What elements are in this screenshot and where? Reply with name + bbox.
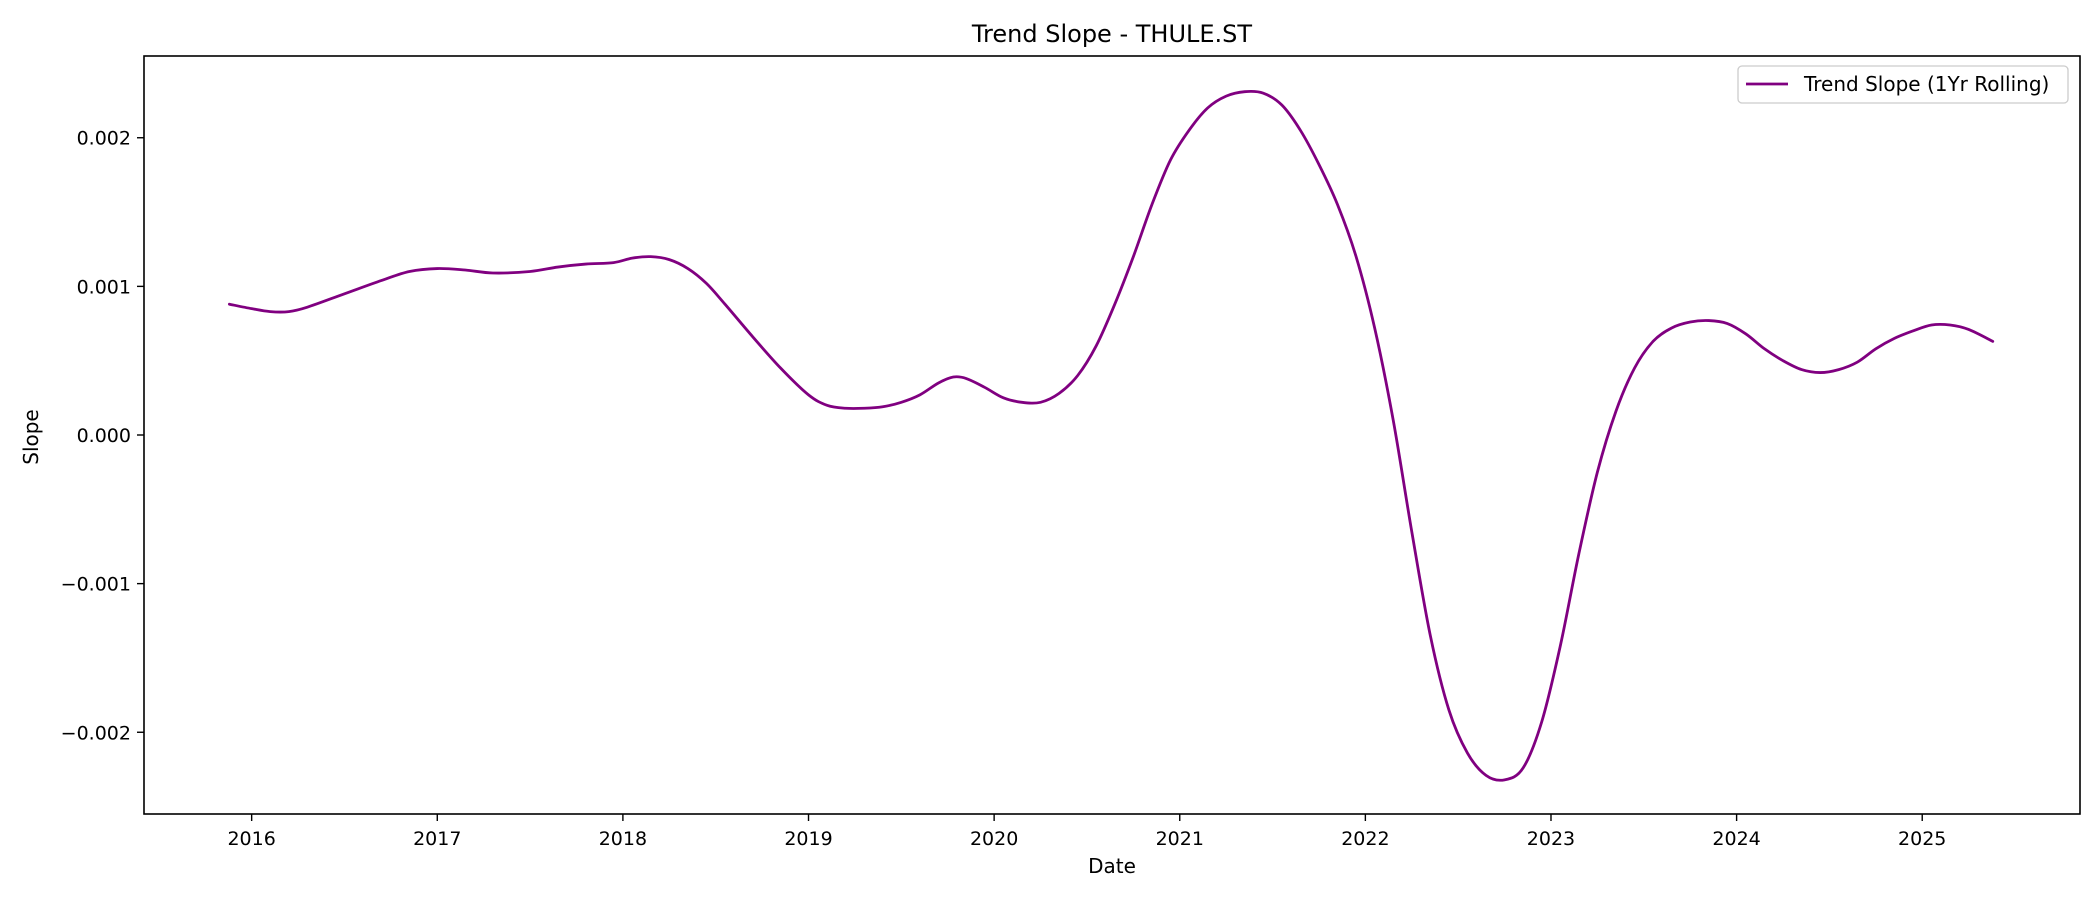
series-layer xyxy=(227,89,1995,782)
y-tick-label: −0.002 xyxy=(61,722,131,744)
x-tick-label: 2018 xyxy=(599,828,647,850)
x-tick-label: 2016 xyxy=(227,828,275,850)
x-tick-label: 2019 xyxy=(784,828,832,850)
x-tick-label: 2020 xyxy=(970,828,1018,850)
y-tick-label: 0.001 xyxy=(77,276,131,298)
x-axis-ticks: 2016 2017 2018 2019 2020 2021 2022 2023 2024 2025 xyxy=(227,814,1946,850)
legend: Trend Slope (1Yr Rolling) xyxy=(1737,65,2069,104)
plot-area-frame xyxy=(143,55,2081,815)
x-tick-label: 2025 xyxy=(1898,828,1946,850)
chart-title: Trend Slope - THULE.ST xyxy=(971,20,1252,48)
x-tick-label: 2024 xyxy=(1712,828,1760,850)
series-line-trend-slope xyxy=(227,89,1995,782)
legend-box xyxy=(1737,65,2069,104)
y-tick-label: −0.001 xyxy=(61,574,131,596)
y-axis-title: Slope xyxy=(19,409,43,465)
y-axis-ticks: −0.002 −0.001 0.000 0.001 0.002 xyxy=(61,128,144,744)
x-tick-label: 2021 xyxy=(1156,828,1204,850)
legend-label: Trend Slope (1Yr Rolling) xyxy=(1803,72,2049,96)
x-tick-label: 2022 xyxy=(1341,828,1389,850)
y-tick-label: 0.002 xyxy=(77,128,131,150)
x-axis-title: Date xyxy=(1088,854,1136,878)
x-tick-label: 2017 xyxy=(413,828,461,850)
y-tick-label: 0.000 xyxy=(77,425,131,447)
x-tick-label: 2023 xyxy=(1527,828,1575,850)
